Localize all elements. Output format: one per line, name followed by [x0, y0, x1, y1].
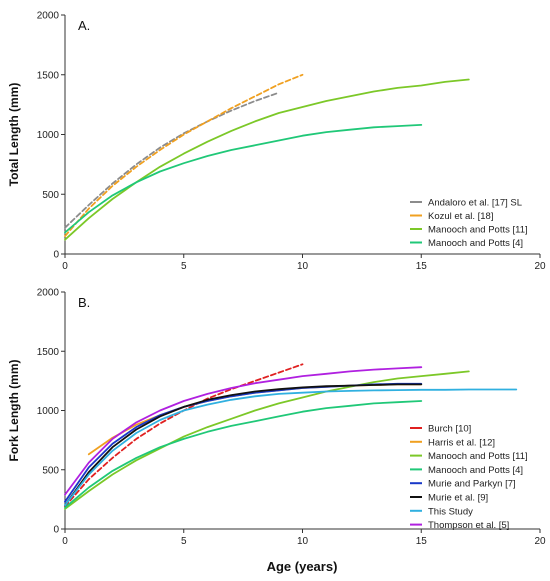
x-tick-label: 0 — [62, 261, 68, 272]
series-line-4 — [64, 124, 423, 234]
legend-label: Manooch and Potts [11] — [428, 225, 528, 236]
y-axis-label: Total Length (mm) — [7, 83, 21, 187]
series-line-6 — [64, 383, 423, 507]
x-tick-label: 20 — [534, 536, 546, 547]
y-tick-label: 0 — [53, 250, 59, 261]
x-axis-label: Age (years) — [267, 559, 338, 574]
panel-label: B. — [78, 295, 90, 310]
legend-label: Andaloro et al. [17] SL — [428, 198, 522, 209]
x-tick-label: 20 — [534, 261, 546, 272]
legend-label: Murie and Parkyn [7] — [428, 479, 516, 490]
series-line-7 — [64, 388, 518, 507]
legend-label: Murie et al. [9] — [428, 493, 488, 504]
legend-label: Thompson et al. [5] — [428, 520, 509, 531]
legend-label: Burch [10] — [428, 424, 471, 435]
y-tick-label: 1500 — [37, 347, 60, 358]
y-tick-label: 1500 — [37, 70, 60, 81]
series-line-4 — [64, 400, 423, 509]
x-tick-label: 10 — [297, 261, 309, 272]
legend-label: This Study — [428, 506, 473, 517]
x-tick-label: 5 — [181, 261, 187, 272]
legend-label: Manooch and Potts [11] — [428, 451, 528, 462]
y-tick-label: 2000 — [37, 288, 60, 299]
legend-label: Harris et al. [12] — [428, 437, 495, 448]
series-line-3 — [64, 370, 470, 510]
y-tick-label: 1000 — [37, 130, 60, 141]
series-line-1 — [64, 91, 280, 229]
panel-b: 0 5 10 15 20 0 500 1000 1500 2000 Fork Length (mm)… — [7, 288, 546, 548]
series-line-8 — [64, 366, 423, 496]
y-tick-label: 500 — [42, 190, 59, 201]
x-tick-label: 15 — [416, 261, 428, 272]
series-line-2 — [87, 383, 423, 456]
y-tick-label: 0 — [53, 525, 59, 536]
series-line-1 — [64, 363, 304, 508]
y-tick-label: 500 — [42, 465, 59, 476]
series-line-2 — [64, 73, 304, 238]
y-tick-label: 2000 — [37, 11, 60, 22]
y-axis-label: Fork Length (mm) — [7, 360, 21, 462]
x-tick-label: 10 — [297, 536, 309, 547]
x-tick-label: 0 — [62, 536, 68, 547]
legend-label: Manooch and Potts [4] — [428, 238, 523, 249]
series-line-3 — [64, 78, 470, 241]
x-tick-label: 5 — [181, 536, 187, 547]
legend-label: Kozul et al. [18] — [428, 211, 493, 222]
x-tick-label: 15 — [416, 536, 428, 547]
panel-label: A. — [78, 18, 90, 33]
legend-label: Manooch and Potts [4] — [428, 465, 523, 476]
panel-a: 0 5 10 15 20 0 500 1000 1500 2000 Total Length (mm… — [7, 11, 546, 273]
y-tick-label: 1000 — [37, 406, 60, 417]
